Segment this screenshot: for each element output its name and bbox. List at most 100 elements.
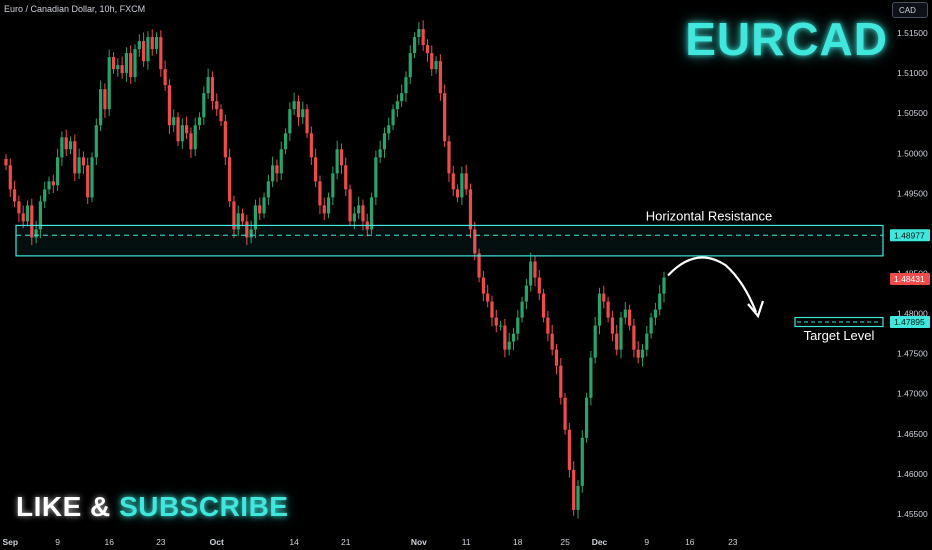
candle-body	[584, 397, 589, 438]
price-tick-label: 1.51500	[897, 28, 928, 38]
candle-body	[258, 205, 262, 214]
candle-body	[619, 317, 623, 350]
candle-body	[129, 53, 133, 78]
time-tick-label: Sep	[3, 537, 19, 547]
candle-body	[107, 57, 111, 110]
candle-body	[464, 173, 468, 190]
promo-banner: LIKE & SUBSCRIBE	[16, 491, 288, 523]
time-tick-label: 18	[513, 537, 523, 547]
candle-body	[658, 293, 662, 310]
time-tick-label: 16	[685, 537, 695, 547]
candle-body	[602, 293, 606, 302]
candle-body	[524, 285, 528, 302]
projection-arrow	[667, 256, 758, 313]
candle-body	[103, 89, 107, 110]
candle-body	[434, 61, 438, 70]
candle-body	[460, 173, 464, 198]
time-tick-label: 16	[104, 537, 114, 547]
candle-body	[90, 157, 94, 198]
candle-body	[51, 181, 55, 186]
candle-body	[120, 65, 124, 74]
candle-body	[421, 29, 425, 46]
candle-body	[111, 57, 116, 70]
promo-like: LIKE &	[16, 491, 120, 522]
candle-body	[541, 293, 546, 318]
time-tick-label: 21	[341, 537, 351, 547]
candle-body	[13, 189, 17, 202]
candle-body	[404, 77, 408, 94]
price-tick-label: 1.50000	[897, 148, 928, 158]
price-tick-label: 1.46000	[897, 469, 928, 479]
candle-body	[486, 293, 490, 302]
candle-body	[550, 333, 554, 350]
candle-body	[606, 301, 610, 318]
candle-body	[511, 333, 516, 342]
time-tick-label: 23	[728, 537, 738, 547]
symbol-description: Euro / Canadian Dollar, 10h, FXCM	[4, 4, 146, 14]
candle-body	[567, 429, 571, 470]
candle-body	[142, 41, 146, 62]
price-axis[interactable]: 1.515001.510001.505001.500001.495001.490…	[890, 28, 930, 519]
target-price-tag: 1.47895	[894, 317, 925, 327]
candle-body	[275, 165, 279, 174]
candle-body	[533, 261, 537, 278]
candle-body	[197, 117, 202, 126]
candle-body	[202, 93, 206, 118]
candle-body	[137, 41, 141, 50]
candle-body	[610, 317, 614, 334]
candle-body	[185, 125, 189, 134]
candle-body	[554, 349, 559, 366]
candle-body	[288, 109, 292, 134]
candle-body	[417, 29, 421, 38]
candle-body	[636, 349, 640, 358]
candle-body	[529, 261, 533, 286]
candle-body	[124, 53, 129, 74]
candle-body	[262, 197, 266, 214]
candle-body	[81, 157, 86, 166]
candle-body	[279, 149, 283, 174]
candle-body	[60, 137, 64, 158]
candle-body	[369, 197, 374, 230]
arrow-head-icon	[747, 300, 765, 319]
candle-body	[210, 77, 215, 102]
candle-body	[430, 53, 434, 70]
candle-body	[73, 141, 77, 174]
candle-body	[116, 65, 120, 70]
candle-body	[632, 325, 636, 350]
candle-body	[589, 357, 593, 398]
candle-body	[374, 157, 378, 198]
candle-body	[357, 205, 361, 214]
candle-body	[17, 201, 21, 214]
candle-body	[172, 117, 176, 126]
candle-body	[25, 205, 30, 222]
candle-body	[47, 181, 51, 190]
candle-body	[245, 221, 249, 238]
candle-body	[451, 173, 455, 190]
candle-body	[623, 309, 627, 318]
candle-body	[400, 93, 404, 102]
candle-body	[159, 37, 163, 70]
currency-badge[interactable]: CAD	[892, 2, 928, 18]
candle-body	[331, 173, 335, 198]
candle-body	[301, 109, 305, 118]
candle-body	[335, 149, 339, 174]
price-tick-label: 1.49500	[897, 188, 928, 198]
candle-body	[253, 205, 258, 230]
candle-body	[99, 89, 103, 126]
candle-body	[640, 349, 645, 358]
candle-body	[193, 125, 197, 150]
candle-body	[507, 341, 511, 350]
candle-body	[615, 333, 619, 350]
time-axis[interactable]: Sep 9 16 23 Oct 14 21 Nov 11 18 25 Dec 9 16 23	[3, 537, 738, 547]
candle-body	[645, 333, 649, 350]
time-tick-label: Oct	[210, 537, 224, 547]
price-tick-label: 1.47000	[897, 389, 928, 399]
candle-body	[38, 201, 43, 230]
candle-body	[649, 317, 653, 334]
candle-body	[438, 61, 442, 94]
current-price-tag: 1.48431	[894, 274, 925, 284]
candle-body	[34, 229, 38, 238]
candle-body	[154, 37, 159, 50]
